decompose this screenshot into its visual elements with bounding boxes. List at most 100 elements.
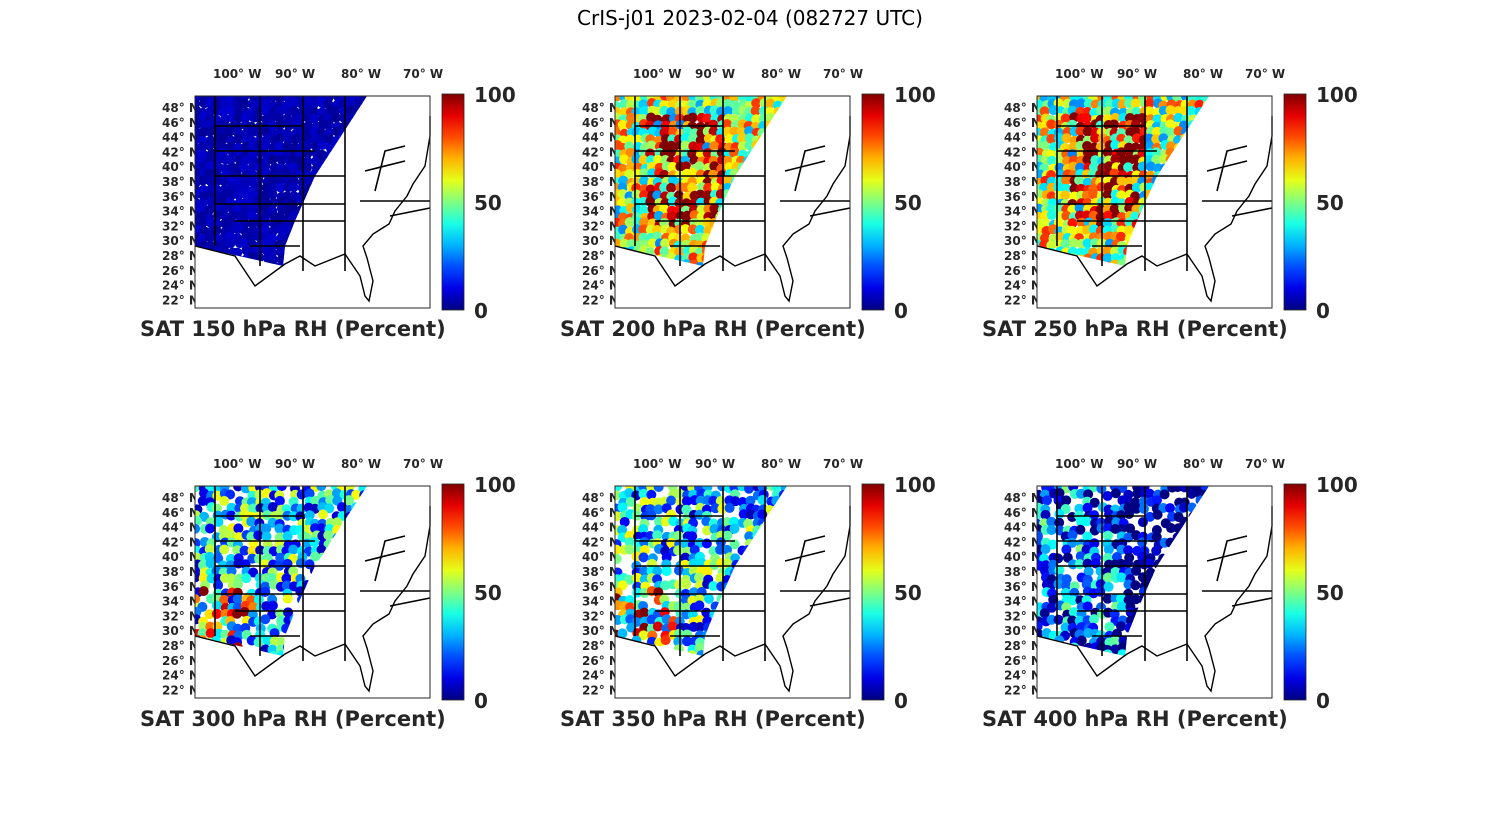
- rh-point: [225, 126, 236, 137]
- lon-tick-label: 100° W: [1055, 67, 1103, 81]
- rh-point: [227, 210, 238, 221]
- rh-point: [703, 182, 714, 193]
- rh-point: [1076, 217, 1087, 228]
- rh-point: [659, 246, 670, 257]
- map-frame: [614, 95, 851, 309]
- rh-point: [219, 594, 230, 605]
- lat-tick-label: 36° N: [582, 580, 619, 594]
- rh-point: [722, 106, 733, 117]
- rh-point: [617, 502, 628, 513]
- rh-point: [730, 496, 741, 507]
- lat-tick-label: 46° N: [162, 116, 199, 130]
- rh-point: [253, 112, 264, 123]
- rh-point: [204, 140, 215, 151]
- state-boundary: [784, 550, 826, 562]
- rh-point: [1103, 523, 1114, 534]
- rh-point: [708, 126, 719, 137]
- panel-caption: SAT 400 hPa RH (Percent): [982, 707, 1288, 731]
- rh-point: [240, 486, 251, 494]
- lon-tick-label: 90° W: [695, 457, 735, 471]
- rh-point: [247, 545, 258, 556]
- rh-point: [304, 488, 315, 499]
- lat-tick-label: 38° N: [1004, 175, 1041, 189]
- rh-point: [624, 537, 635, 548]
- rh-point: [1104, 621, 1115, 632]
- rh-point: [1053, 579, 1064, 590]
- colorbar-tick-label: 0: [1316, 689, 1330, 713]
- rh-point: [1103, 182, 1114, 193]
- lat-tick-label: 32° N: [1004, 609, 1041, 623]
- rh-point: [1138, 496, 1149, 507]
- rh-point: [640, 96, 651, 102]
- rh-point: [1075, 488, 1086, 499]
- rh-point: [1046, 210, 1057, 221]
- lat-tick-label: 38° N: [1004, 565, 1041, 579]
- rh-point: [240, 559, 251, 570]
- rh-point: [260, 140, 271, 151]
- rh-point: [653, 504, 664, 515]
- rh-point: [268, 197, 279, 208]
- lat-tick-label: 22° N: [582, 683, 619, 697]
- rh-point: [1053, 614, 1064, 625]
- lat-tick-label: 30° N: [162, 234, 199, 248]
- lat-tick-label: 32° N: [1004, 219, 1041, 233]
- rh-point: [1074, 175, 1085, 186]
- panel-caption: SAT 200 hPa RH (Percent): [560, 317, 866, 341]
- lat-tick-label: 24° N: [582, 279, 619, 293]
- rh-point: [261, 217, 272, 228]
- rh-point: [1102, 246, 1113, 257]
- map-panel: 100° W 90° W 80° W 70° W 48° N 46° N 44° N 42° …: [560, 67, 1000, 412]
- rh-point: [639, 175, 650, 186]
- rh-point: [324, 503, 335, 514]
- rh-point: [275, 509, 286, 520]
- rh-point: [615, 168, 621, 179]
- lat-tick-label: 34° N: [582, 595, 619, 609]
- lat-tick-label: 36° N: [1004, 580, 1041, 594]
- rh-point: [219, 544, 230, 555]
- lon-tick-label: 80° W: [341, 67, 381, 81]
- rh-point: [624, 574, 635, 585]
- lat-tick-label: 32° N: [582, 219, 619, 233]
- rh-point: [1152, 126, 1163, 137]
- lat-tick-label: 38° N: [162, 175, 199, 189]
- rh-point: [1151, 154, 1162, 165]
- rh-point: [653, 96, 664, 103]
- rh-point: [302, 162, 313, 173]
- rh-point: [638, 155, 649, 166]
- rh-point: [1075, 126, 1086, 137]
- rh-point: [1116, 523, 1127, 534]
- rh-point: [1047, 539, 1058, 550]
- lat-tick-label: 48° N: [1004, 101, 1041, 115]
- rh-point: [615, 490, 621, 501]
- rh-point: [646, 489, 657, 500]
- rh-point: [248, 503, 259, 514]
- rh-point: [681, 161, 692, 172]
- rh-point: [1116, 510, 1127, 521]
- rh-point: [660, 580, 671, 591]
- state-boundary: [389, 207, 431, 217]
- rh-point: [1053, 182, 1064, 193]
- rh-point: [253, 245, 264, 256]
- rh-point: [624, 217, 635, 228]
- lat-tick-label: 34° N: [582, 205, 619, 219]
- rh-point: [1131, 503, 1142, 514]
- rh-point: [771, 486, 782, 492]
- rh-point: [703, 593, 714, 604]
- rh-point: [615, 511, 622, 522]
- rh-point: [638, 524, 649, 535]
- rh-point: [195, 168, 202, 179]
- rh-point: [667, 161, 678, 172]
- rh-point: [688, 565, 699, 576]
- rh-point: [1041, 495, 1052, 506]
- rh-point: [1110, 140, 1121, 151]
- panel-caption: SAT 150 hPa RH (Percent): [140, 317, 446, 341]
- rh-point: [226, 566, 237, 577]
- rh-point: [253, 530, 264, 541]
- lat-tick-label: 22° N: [1004, 293, 1041, 307]
- rh-point: [1102, 189, 1113, 200]
- lon-tick-label: 80° W: [1183, 457, 1223, 471]
- rh-point: [765, 98, 776, 109]
- lat-tick-label: 44° N: [162, 521, 199, 535]
- rh-point: [204, 232, 215, 243]
- rh-point: [1172, 486, 1183, 493]
